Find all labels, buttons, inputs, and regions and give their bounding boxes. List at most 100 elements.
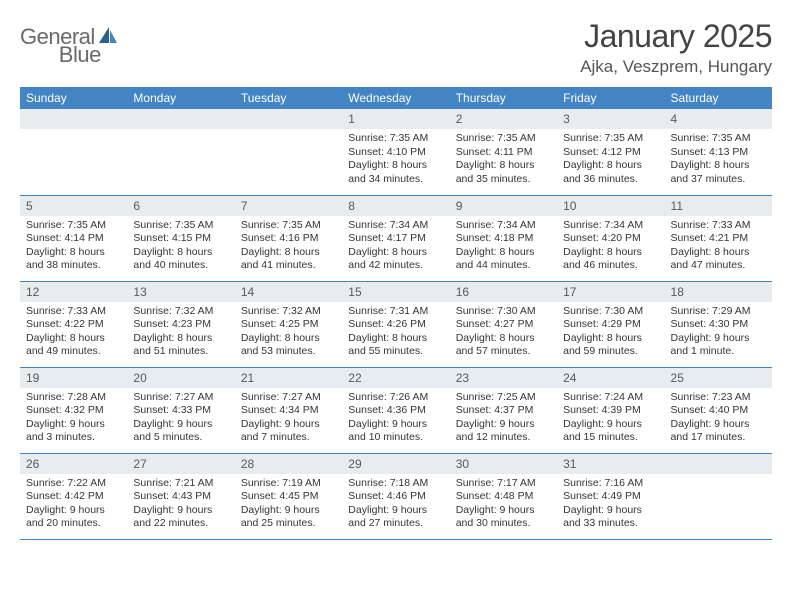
day-line: Daylight: 8 hours and 46 minutes. [563, 246, 658, 273]
day-number: 31 [557, 454, 664, 474]
day-body: Sunrise: 7:35 AMSunset: 4:12 PMDaylight:… [557, 129, 664, 191]
col-friday: Friday [557, 87, 664, 109]
day-number: 18 [665, 282, 772, 302]
day-line: Daylight: 8 hours and 49 minutes. [26, 332, 121, 359]
day-body: Sunrise: 7:33 AMSunset: 4:21 PMDaylight:… [665, 216, 772, 278]
day-number: 20 [127, 368, 234, 388]
day-number: 22 [342, 368, 449, 388]
day-line: Sunrise: 7:23 AM [671, 391, 766, 405]
day-line: Sunset: 4:13 PM [671, 146, 766, 160]
title-block: January 2025 Ajka, Veszprem, Hungary [580, 18, 772, 77]
col-wednesday: Wednesday [342, 87, 449, 109]
day-line: Sunset: 4:27 PM [456, 318, 551, 332]
day-line: Sunrise: 7:21 AM [133, 477, 228, 491]
day-line: Sunrise: 7:34 AM [456, 219, 551, 233]
day-body: Sunrise: 7:25 AMSunset: 4:37 PMDaylight:… [450, 388, 557, 450]
day-number: 17 [557, 282, 664, 302]
day-number: 3 [557, 109, 664, 129]
day-body: Sunrise: 7:34 AMSunset: 4:20 PMDaylight:… [557, 216, 664, 278]
day-line: Sunset: 4:49 PM [563, 490, 658, 504]
calendar-cell: 28Sunrise: 7:19 AMSunset: 4:45 PMDayligh… [235, 453, 342, 539]
day-body: Sunrise: 7:32 AMSunset: 4:23 PMDaylight:… [127, 302, 234, 364]
day-number: 8 [342, 196, 449, 216]
day-line: Sunset: 4:22 PM [26, 318, 121, 332]
day-number: 28 [235, 454, 342, 474]
calendar-week-row: 26Sunrise: 7:22 AMSunset: 4:42 PMDayligh… [20, 453, 772, 539]
day-number: 21 [235, 368, 342, 388]
day-line: Sunrise: 7:24 AM [563, 391, 658, 405]
day-line: Daylight: 9 hours and 15 minutes. [563, 418, 658, 445]
day-line: Daylight: 9 hours and 5 minutes. [133, 418, 228, 445]
day-line: Sunrise: 7:30 AM [456, 305, 551, 319]
calendar-week-row: 1Sunrise: 7:35 AMSunset: 4:10 PMDaylight… [20, 109, 772, 195]
calendar-cell: 7Sunrise: 7:35 AMSunset: 4:16 PMDaylight… [235, 195, 342, 281]
day-number: 23 [450, 368, 557, 388]
day-line: Sunrise: 7:35 AM [26, 219, 121, 233]
day-line: Sunset: 4:37 PM [456, 404, 551, 418]
day-body: Sunrise: 7:22 AMSunset: 4:42 PMDaylight:… [20, 474, 127, 536]
calendar-cell: 24Sunrise: 7:24 AMSunset: 4:39 PMDayligh… [557, 367, 664, 453]
col-sunday: Sunday [20, 87, 127, 109]
day-line: Daylight: 8 hours and 36 minutes. [563, 159, 658, 186]
calendar-cell: 26Sunrise: 7:22 AMSunset: 4:42 PMDayligh… [20, 453, 127, 539]
day-line: Sunset: 4:14 PM [26, 232, 121, 246]
day-body: Sunrise: 7:35 AMSunset: 4:16 PMDaylight:… [235, 216, 342, 278]
day-number: 1 [342, 109, 449, 129]
day-body: Sunrise: 7:18 AMSunset: 4:46 PMDaylight:… [342, 474, 449, 536]
day-body: Sunrise: 7:32 AMSunset: 4:25 PMDaylight:… [235, 302, 342, 364]
calendar-cell: 10Sunrise: 7:34 AMSunset: 4:20 PMDayligh… [557, 195, 664, 281]
col-monday: Monday [127, 87, 234, 109]
calendar-cell: 12Sunrise: 7:33 AMSunset: 4:22 PMDayligh… [20, 281, 127, 367]
day-line: Daylight: 9 hours and 17 minutes. [671, 418, 766, 445]
day-line: Sunrise: 7:25 AM [456, 391, 551, 405]
col-tuesday: Tuesday [235, 87, 342, 109]
calendar-cell: 22Sunrise: 7:26 AMSunset: 4:36 PMDayligh… [342, 367, 449, 453]
calendar-cell: 20Sunrise: 7:27 AMSunset: 4:33 PMDayligh… [127, 367, 234, 453]
day-number: 14 [235, 282, 342, 302]
calendar-week-row: 5Sunrise: 7:35 AMSunset: 4:14 PMDaylight… [20, 195, 772, 281]
col-thursday: Thursday [450, 87, 557, 109]
day-body: Sunrise: 7:30 AMSunset: 4:29 PMDaylight:… [557, 302, 664, 364]
day-line: Sunset: 4:26 PM [348, 318, 443, 332]
day-line: Sunrise: 7:35 AM [241, 219, 336, 233]
day-body: Sunrise: 7:16 AMSunset: 4:49 PMDaylight:… [557, 474, 664, 536]
day-line: Daylight: 9 hours and 10 minutes. [348, 418, 443, 445]
calendar-cell [20, 109, 127, 195]
day-body: Sunrise: 7:31 AMSunset: 4:26 PMDaylight:… [342, 302, 449, 364]
day-number: 4 [665, 109, 772, 129]
day-line: Daylight: 8 hours and 51 minutes. [133, 332, 228, 359]
day-number: 16 [450, 282, 557, 302]
day-line: Sunset: 4:30 PM [671, 318, 766, 332]
calendar-cell: 19Sunrise: 7:28 AMSunset: 4:32 PMDayligh… [20, 367, 127, 453]
day-line: Sunrise: 7:33 AM [671, 219, 766, 233]
calendar-cell: 16Sunrise: 7:30 AMSunset: 4:27 PMDayligh… [450, 281, 557, 367]
day-number: 24 [557, 368, 664, 388]
day-body: Sunrise: 7:34 AMSunset: 4:18 PMDaylight:… [450, 216, 557, 278]
day-line: Sunset: 4:46 PM [348, 490, 443, 504]
day-line: Sunrise: 7:16 AM [563, 477, 658, 491]
month-title: January 2025 [580, 18, 772, 55]
day-line: Sunrise: 7:34 AM [348, 219, 443, 233]
day-body: Sunrise: 7:33 AMSunset: 4:22 PMDaylight:… [20, 302, 127, 364]
location: Ajka, Veszprem, Hungary [580, 57, 772, 77]
day-line: Sunrise: 7:35 AM [563, 132, 658, 146]
calendar-cell: 30Sunrise: 7:17 AMSunset: 4:48 PMDayligh… [450, 453, 557, 539]
day-line: Daylight: 8 hours and 41 minutes. [241, 246, 336, 273]
calendar-cell: 9Sunrise: 7:34 AMSunset: 4:18 PMDaylight… [450, 195, 557, 281]
day-line: Sunset: 4:36 PM [348, 404, 443, 418]
day-number [665, 454, 772, 474]
calendar-cell: 5Sunrise: 7:35 AMSunset: 4:14 PMDaylight… [20, 195, 127, 281]
day-line: Sunrise: 7:35 AM [456, 132, 551, 146]
calendar-cell: 29Sunrise: 7:18 AMSunset: 4:46 PMDayligh… [342, 453, 449, 539]
day-number: 15 [342, 282, 449, 302]
day-body: Sunrise: 7:23 AMSunset: 4:40 PMDaylight:… [665, 388, 772, 450]
calendar-cell [665, 453, 772, 539]
calendar-cell: 11Sunrise: 7:33 AMSunset: 4:21 PMDayligh… [665, 195, 772, 281]
day-body: Sunrise: 7:27 AMSunset: 4:33 PMDaylight:… [127, 388, 234, 450]
day-number: 13 [127, 282, 234, 302]
day-line: Daylight: 8 hours and 37 minutes. [671, 159, 766, 186]
day-line: Sunset: 4:42 PM [26, 490, 121, 504]
day-body: Sunrise: 7:24 AMSunset: 4:39 PMDaylight:… [557, 388, 664, 450]
logo-text-blue: Blue [59, 42, 101, 68]
day-number: 30 [450, 454, 557, 474]
